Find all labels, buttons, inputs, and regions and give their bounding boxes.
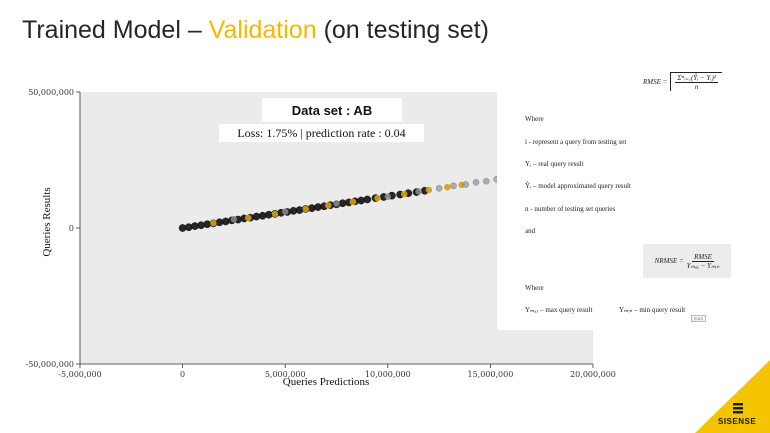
x-tick-label: 5,000,000 xyxy=(265,370,306,379)
y-description: Yᵢ – real query result xyxy=(525,160,584,168)
slide-title: Trained Model – Validation (on testing s… xyxy=(22,16,489,45)
formula-panel: RMSE = Σⁿᵢ₌₁(Ŷᵢ − Yᵢ)² n Where i - repre… xyxy=(497,68,741,330)
title-highlight: Validation xyxy=(208,16,317,44)
n-description: n - number of testing set queries xyxy=(525,205,616,213)
logo-mark-icon xyxy=(733,403,743,414)
where-label: Where xyxy=(525,115,544,123)
and-label: and xyxy=(525,227,536,235)
scatter-point xyxy=(302,205,309,213)
title-part2: (on testing set) xyxy=(316,16,489,44)
scatter-point xyxy=(230,216,238,223)
title-part1: Trained Model – xyxy=(22,16,209,44)
scatter-point xyxy=(483,177,490,185)
scatter-point xyxy=(333,200,340,207)
nrmse-denominator: Yₘₐₓ − Yₘᵢₙ xyxy=(686,261,720,270)
scatter-point xyxy=(363,195,372,204)
x-tick-label: -5,000,000 xyxy=(58,370,101,379)
scatter-point xyxy=(444,183,451,191)
y-tick-label: 50,000,000 xyxy=(28,88,74,97)
scatter-point xyxy=(349,198,357,206)
where2-label: Where xyxy=(525,284,544,292)
logo-wordmark: SISENSE xyxy=(718,417,757,426)
nrmse-fraction: RMSE Yₘₐₓ − Yₘᵢₙ xyxy=(687,253,720,270)
x-tick-label: 10,000,000 xyxy=(365,370,411,379)
x-tick-label: 0 xyxy=(180,370,185,379)
scatter-point xyxy=(425,186,433,194)
rmse-numerator: Σⁿᵢ₌₁(Ŷᵢ − Yᵢ)² xyxy=(675,74,718,83)
scatter-point xyxy=(271,210,279,218)
metrics-annotation: Loss: 1.75% | prediction rate : 0.04 xyxy=(219,124,424,142)
i-description: i - represent a query from testing set xyxy=(525,138,627,146)
y-tick-label: 0 xyxy=(69,224,74,233)
paste-options-chip[interactable]: (Ctrl) xyxy=(691,315,706,322)
scatter-point xyxy=(245,214,252,222)
scatter-point xyxy=(462,181,470,188)
scatter-point xyxy=(472,179,480,186)
sqrt-sign: Σⁿᵢ₌₁(Ŷᵢ − Yᵢ)² n xyxy=(670,72,722,91)
scatter-point xyxy=(210,219,217,227)
yhat-description: Ŷᵢ – model approximated query result xyxy=(525,182,631,190)
ymin-description: Yₘᵢₙ – min query result xyxy=(619,306,686,314)
scatter-point xyxy=(325,202,332,209)
ticks-layer: -5,000,000 0 5,000,000 10,000,000 15,000,000… xyxy=(25,88,615,379)
logo-triangle xyxy=(695,360,770,433)
rmse-fraction: Σⁿᵢ₌₁(Ŷᵢ − Yᵢ)² n xyxy=(675,74,718,91)
sisense-logo xyxy=(695,360,770,433)
ymax-description: Yₘₐₓ – max query result xyxy=(525,306,593,314)
scatter-point xyxy=(400,190,408,198)
nrmse-formula: NRMSE = RMSE Yₘₐₓ − Yₘᵢₙ xyxy=(643,244,731,278)
nrmse-numerator: RMSE xyxy=(692,252,714,262)
rmse-denominator: n xyxy=(694,83,699,91)
scatter-point xyxy=(374,194,381,202)
y-tick-label: -50,000,000 xyxy=(25,360,74,369)
scatter-point xyxy=(384,193,392,200)
nrmse-lhs: NRMSE = xyxy=(654,257,684,265)
rmse-formula: RMSE = Σⁿᵢ₌₁(Ŷᵢ − Yᵢ)² n xyxy=(643,72,722,91)
scatter-point xyxy=(281,208,289,215)
x-tick-label: 15,000,000 xyxy=(467,370,513,379)
x-tick-label: 20,000,000 xyxy=(570,370,616,379)
rmse-lhs: RMSE = xyxy=(643,77,668,86)
scatter-point xyxy=(435,185,443,192)
scatter-point xyxy=(450,182,457,190)
scatter-point xyxy=(415,188,422,195)
legend-box: Data set : AB xyxy=(262,98,402,122)
x-axis-label: Queries Predictions xyxy=(283,376,369,388)
y-axis-label: Queries Results xyxy=(41,187,53,256)
legend-title: Data set : AB xyxy=(291,102,373,118)
points-layer xyxy=(178,173,519,232)
